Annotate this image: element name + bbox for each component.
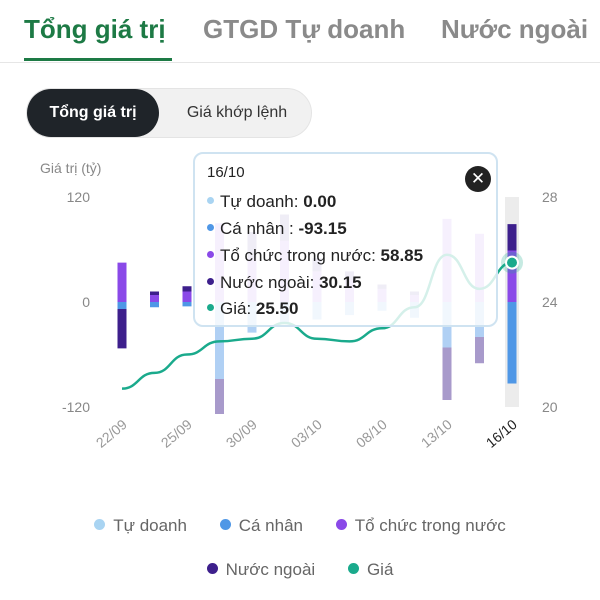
tooltip-row-gia: Giá: 25.50 xyxy=(207,299,298,319)
ca-nhan-dot-icon xyxy=(207,224,214,231)
chart-legend-row-1: Tự doanh Cá nhân Tổ chức trong nước xyxy=(0,516,600,536)
x-tick-label: 22/09 xyxy=(93,416,130,451)
x-tick-label: 25/09 xyxy=(158,416,195,451)
tooltip-row-nuoc-ngoai: Nước ngoài: 30.15 xyxy=(207,273,362,293)
to-chuc-dot-icon xyxy=(335,519,347,530)
gia-dot-icon xyxy=(207,304,214,311)
main-tabs: Tổng giá trị GTGD Tự doanh Nước ngoài xyxy=(0,0,600,63)
tab-tong-gia-tri[interactable]: Tổng giá trị xyxy=(24,14,166,44)
bar-ca-nhan xyxy=(507,302,517,384)
price-point xyxy=(505,255,519,270)
tab-nuoc-ngoai[interactable]: Nước ngoài xyxy=(441,14,589,44)
tooltip-label: Tự doanh: xyxy=(220,192,304,211)
x-tick-label: 13/10 xyxy=(418,416,455,451)
tooltip-row-tu-doanh: Tự doanh: 0.00 xyxy=(207,192,336,212)
legend-item-to-chuc[interactable]: Tổ chức trong nước xyxy=(335,516,506,536)
legend-label: Giá xyxy=(366,560,394,579)
chart-tooltip: 16/10 ✕ Tự doanh: 0.00 Cá nhân : -93.15 … xyxy=(193,152,498,327)
segment-tong-gia-tri[interactable]: Tổng giá trị xyxy=(27,89,159,137)
close-icon[interactable]: ✕ xyxy=(465,166,491,192)
bar-nuoc-ngoai xyxy=(150,291,159,295)
tooltip-label: Cá nhân : xyxy=(220,219,299,238)
x-tick-label: 03/10 xyxy=(288,416,325,451)
bar-to-chuc xyxy=(150,295,159,302)
x-tick-label: 08/10 xyxy=(353,416,390,451)
tooltip-value: 0.00 xyxy=(303,192,337,211)
tooltip-value: 25.50 xyxy=(255,299,299,318)
legend-item-ca-nhan[interactable]: Cá nhân xyxy=(219,516,303,536)
tooltip-value: 30.15 xyxy=(319,273,362,292)
ca-nhan-dot-icon xyxy=(219,519,231,530)
tooltip-label: Nước ngoài: xyxy=(220,273,320,292)
legend-label: Tổ chức trong nước xyxy=(354,516,506,535)
y-tick-label: 0 xyxy=(82,294,90,310)
y2-tick-label: 20 xyxy=(542,399,558,415)
bar-nuoc-ngoai xyxy=(475,337,484,364)
bar-ca-nhan xyxy=(117,302,127,309)
tab-gtgd-tu-doanh[interactable]: GTGD Tự doanh xyxy=(203,14,406,44)
tooltip-row-to-chuc: Tổ chức trong nước: 58.85 xyxy=(207,246,423,266)
tooltip-label: Giá: xyxy=(220,299,256,318)
view-segment-control: Tổng giá trị Giá khớp lệnh xyxy=(26,88,312,138)
tooltip-value: -93.15 xyxy=(298,219,347,238)
nuoc-ngoai-dot-icon xyxy=(206,563,218,574)
bar-to-chuc xyxy=(117,262,127,302)
active-tab-indicator xyxy=(24,58,172,61)
y-axis-title: Giá trị (tỷ) xyxy=(40,160,102,176)
tooltip-value: 58.85 xyxy=(380,246,424,265)
bar-nuoc-ngoai xyxy=(182,286,192,292)
tooltip-row-ca-nhan: Cá nhân : -93.15 xyxy=(207,219,347,239)
legend-label: Cá nhân xyxy=(238,516,303,535)
legend-label: Tự doanh xyxy=(113,516,187,535)
bar-to-chuc xyxy=(507,250,517,302)
bar-nuoc-ngoai xyxy=(215,379,224,414)
tu-doanh-dot-icon xyxy=(94,519,106,530)
bar-nuoc-ngoai xyxy=(507,224,517,251)
tooltip-date: 16/10 xyxy=(207,164,245,181)
chart-legend-row-2: Nước ngoài Giá xyxy=(0,560,600,580)
gia-dot-icon xyxy=(347,563,359,574)
x-tick-label: 30/09 xyxy=(223,416,260,451)
bar-ca-nhan xyxy=(150,302,159,308)
bar-nuoc-ngoai xyxy=(442,347,452,400)
y-tick-label: 120 xyxy=(67,189,91,205)
legend-item-nuoc-ngoai[interactable]: Nước ngoài xyxy=(206,560,316,580)
legend-item-tu-doanh[interactable]: Tự doanh xyxy=(94,516,187,536)
bar-to-chuc xyxy=(182,291,192,302)
bar-ca-nhan xyxy=(182,302,192,307)
bar-nuoc-ngoai xyxy=(117,309,127,349)
y-tick-label: -120 xyxy=(62,399,90,415)
y2-tick-label: 24 xyxy=(542,294,558,310)
legend-item-gia[interactable]: Giá xyxy=(347,560,394,580)
to-chuc-dot-icon xyxy=(207,251,214,258)
y2-tick-label: 28 xyxy=(542,189,558,205)
tu-doanh-dot-icon xyxy=(207,197,214,204)
segment-gia-khop-lenh[interactable]: Giá khớp lệnh xyxy=(186,104,288,121)
x-tick-label: 16/10 xyxy=(483,416,520,451)
tooltip-label: Tổ chức trong nước: xyxy=(220,246,381,265)
legend-label: Nước ngoài xyxy=(225,560,316,579)
nuoc-ngoai-dot-icon xyxy=(207,278,214,285)
